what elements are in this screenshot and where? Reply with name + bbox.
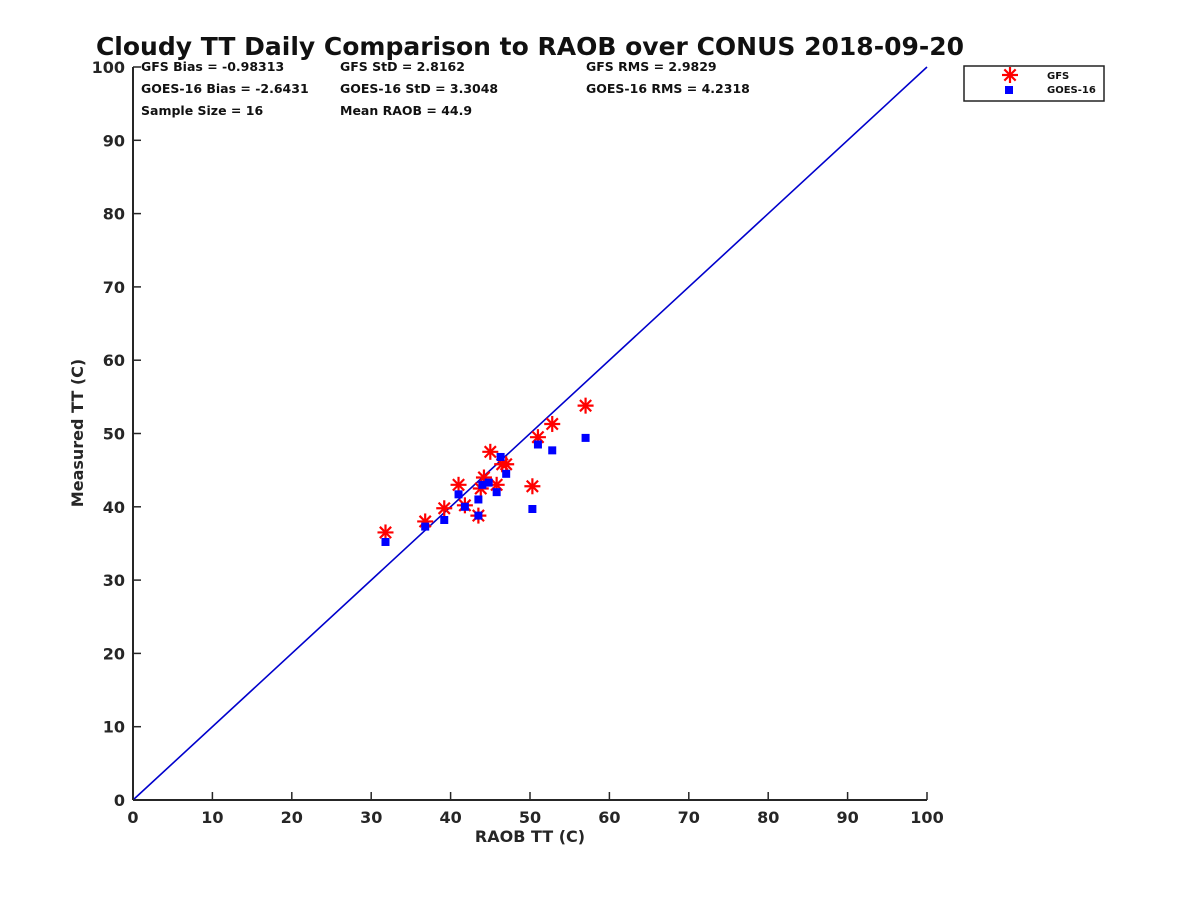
x-tick-label: 50 [519, 808, 541, 827]
goes-16-point [581, 433, 590, 442]
y-tick-label: 60 [103, 351, 125, 370]
y-tick-label: 80 [103, 205, 125, 224]
x-tick-label: 10 [201, 808, 223, 827]
x-tick-label: 70 [678, 808, 700, 827]
stat-goes-bias: GOES-16 Bias = -2.6431 [141, 81, 309, 96]
y-tick-label: 10 [103, 718, 125, 737]
one-to-one-line [132, 66, 928, 801]
goes-16-point [474, 495, 483, 504]
goes-16-point [454, 490, 463, 499]
gfs-point [524, 478, 541, 495]
stat-goes-rms: GOES-16 RMS = 4.2318 [586, 81, 750, 96]
goes-16-point [381, 537, 390, 546]
y-tick-label: 100 [92, 58, 125, 77]
legend-goes-label: GOES-16 [1047, 85, 1096, 96]
legend-box [963, 65, 1105, 102]
gfs-point [577, 397, 594, 414]
y-axis-label: Measured TT (C) [68, 359, 87, 507]
gfs-point [482, 443, 499, 460]
goes-16-point [496, 452, 505, 461]
legend: GFS GOES-16 [963, 65, 1105, 102]
legend-goes-marker [1005, 86, 1013, 94]
y-tick-label: 40 [103, 498, 125, 517]
goes-16-point [528, 504, 537, 513]
goes-16-point [478, 480, 487, 489]
x-axis-label: RAOB TT (C) [475, 827, 585, 846]
y-tick-label: 0 [114, 791, 125, 810]
stat-goes-std: GOES-16 StD = 3.3048 [340, 81, 498, 96]
goes-16-point [421, 522, 430, 531]
y-tick-label: 30 [103, 571, 125, 590]
goes-16-point [548, 446, 557, 455]
stat-sample-size: Sample Size = 16 [141, 103, 263, 118]
x-tick-label: 80 [757, 808, 779, 827]
goes-16-point [533, 440, 542, 449]
x-tick-label: 60 [598, 808, 620, 827]
gfs-point [377, 524, 394, 541]
goes-16-point [460, 502, 469, 511]
x-tick-label: 0 [127, 808, 138, 827]
legend-gfs-asterisk [1002, 67, 1018, 83]
data-series [377, 397, 594, 546]
x-tick-label: 90 [836, 808, 858, 827]
goes-16-point [492, 488, 501, 497]
y-tick-label: 70 [103, 278, 125, 297]
x-tick-label: 40 [439, 808, 461, 827]
chart-title: Cloudy TT Daily Comparison to RAOB over … [96, 32, 964, 61]
x-tick-label: 100 [910, 808, 943, 827]
gfs-point [544, 415, 561, 432]
stat-gfs-rms: GFS RMS = 2.9829 [586, 59, 717, 74]
axis-ticks: 0 10 20 30 40 50 60 70 80 90 100 0 10 20 30 40 50 60 70 80 9… [92, 58, 944, 827]
stat-mean-raob: Mean RAOB = 44.9 [340, 103, 472, 118]
y-tick-label: 50 [103, 425, 125, 444]
legend-gfs-label: GFS [1047, 71, 1069, 82]
goes-16-point [440, 515, 449, 524]
y-tick-label: 20 [103, 644, 125, 663]
gfs-point [450, 476, 467, 493]
y-tick-label: 90 [103, 131, 125, 150]
goes-16-point [502, 469, 511, 478]
x-tick-label: 20 [281, 808, 303, 827]
goes-16-point [474, 511, 483, 520]
stat-gfs-bias: GFS Bias = -0.98313 [141, 59, 284, 74]
stat-gfs-std: GFS StD = 2.8162 [340, 59, 465, 74]
x-tick-label: 30 [360, 808, 382, 827]
legend-goes-square [1005, 86, 1013, 94]
reference-line-group [132, 66, 928, 801]
goes-16-point [484, 478, 493, 487]
legend-gfs-marker [1002, 67, 1018, 83]
gfs-point [436, 500, 453, 517]
